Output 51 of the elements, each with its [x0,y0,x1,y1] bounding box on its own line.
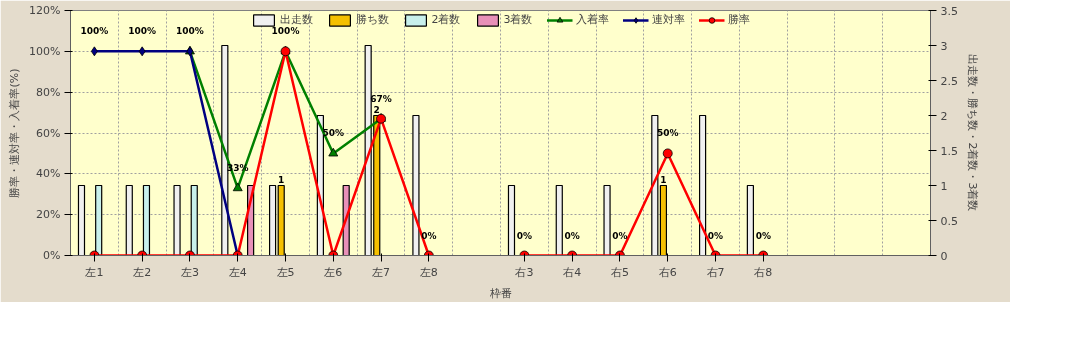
x-tick-label: 左6 [324,265,343,279]
x-tick-label: 左5 [276,265,295,279]
y2-axis-title: 出走数・勝ち数・2着数・3着数 [965,54,979,212]
x-tick-label: 右3 [515,265,534,279]
x-tick-label: 左2 [133,265,152,279]
data-label: 0% [612,230,628,241]
y-tick-label: 40% [36,167,61,181]
data-label: 100% [271,26,300,37]
y2-tick-label: 3 [940,39,948,53]
y2-tick-label: 0.5 [940,214,958,228]
y-tick-label: 60% [36,126,61,140]
x-tick-label: 右8 [754,265,773,279]
x-tick-label: 左7 [372,265,391,279]
legend-label: 入着率 [575,12,609,27]
legend-label: 2着数 [431,12,461,27]
x-tick-label: 左1 [85,265,104,279]
x-tick-label: 左8 [419,265,438,279]
y2-tick-label: 1.5 [940,144,958,158]
y-tick-label: 0% [43,249,61,262]
x-tick-label: 右7 [706,265,725,279]
y2-tick-label: 2 [940,109,948,123]
data-label: 0% [564,230,580,241]
data-label: 100% [176,26,204,37]
x-tick-label: 左4 [228,265,247,279]
legend-label: 出走数 [279,12,313,27]
y-tick-label: 80% [36,85,61,99]
x-tick-label: 右6 [658,265,677,279]
x-tick-label: 右4 [563,265,582,279]
x-tick-label: 左3 [180,265,199,279]
data-label: 0% [707,230,724,241]
data-label: 2 [373,104,380,115]
data-label: 0% [516,230,533,241]
y-axis-title: 勝率・連対率・入着率(%) [8,68,22,198]
y-tick-label: 20% [36,208,61,222]
y2-tick-label: 3.5 [940,4,958,18]
data-label: 0% [755,230,771,241]
data-label: 100% [128,26,157,37]
data-label: 1 [278,174,285,185]
y2-tick-label: 1 [940,179,948,193]
y2-tick-label: 0 [940,249,948,263]
x-axis-title: 枠番 [488,286,512,300]
y-tick-label: 100% [29,44,61,58]
legend-label: 勝ち数 [355,12,389,27]
legend-label: 勝率 [727,12,750,27]
y-tick-label: 120% [29,4,61,17]
data-label: 100% [80,26,109,37]
legend-label: 3着数 [503,12,533,27]
y2-tick-label: 2.5 [940,74,958,88]
data-label: 1 [660,174,667,185]
legend-label: 連対率 [651,12,685,27]
x-tick-label: 右5 [610,265,629,279]
